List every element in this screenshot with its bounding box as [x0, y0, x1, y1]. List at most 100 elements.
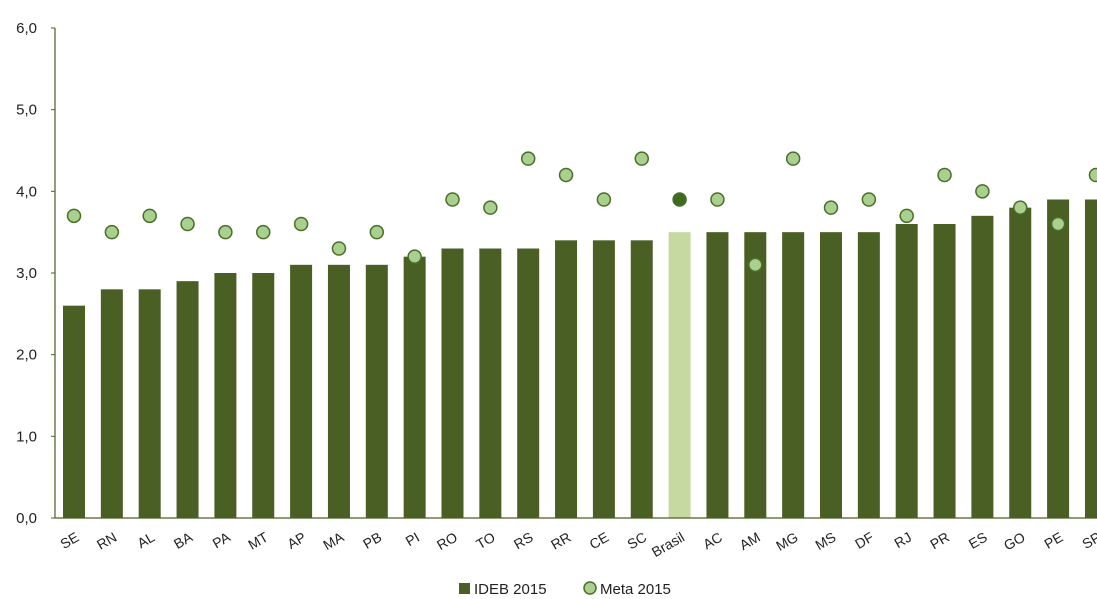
x-tick-label: AL — [134, 529, 157, 552]
bar-ro — [441, 248, 464, 518]
meta-point-pr — [937, 167, 952, 183]
x-tick-label: SP — [1079, 529, 1097, 552]
y-axis: 0,0 1,0 2,0 3,0 4,0 5,0 6,0 — [16, 20, 56, 527]
bar-ma — [327, 264, 350, 518]
meta-point-rs — [520, 151, 536, 166]
x-tick-label: SC — [624, 529, 649, 553]
bar-pa — [214, 273, 237, 518]
x-tick-label: PR — [927, 529, 952, 553]
meta-point-ro — [445, 192, 460, 207]
bar-pe — [1047, 199, 1070, 518]
x-tick-label: DF — [852, 529, 876, 552]
x-tick-label: PB — [360, 529, 384, 552]
x-tick-label: AP — [284, 529, 308, 552]
bar-pr — [933, 224, 956, 518]
bar-ms — [820, 232, 842, 518]
legend-label-meta: Meta 2015 — [600, 581, 671, 598]
bar-ce — [592, 240, 615, 519]
meta-point-pa — [218, 224, 233, 240]
meta-point-mg — [785, 151, 801, 166]
bar-rr — [555, 240, 578, 519]
bar-df — [857, 232, 880, 518]
meta-point-pi — [407, 249, 422, 264]
y-tick-label: 1,0 — [16, 428, 37, 445]
meta-point-mt — [256, 224, 271, 240]
x-tick-label: TO — [473, 529, 498, 553]
x-tick-label: AM — [737, 529, 763, 553]
x-axis: SE RN AL BA PA MT AP MA PB PI RO TO RS RR CE SC Brasil AC… — [55, 517, 1097, 560]
bar-es — [971, 215, 994, 519]
x-tick-label: SE — [57, 529, 81, 552]
x-tick-label: RS — [511, 529, 536, 553]
bar-se — [63, 305, 85, 518]
x-tick-label: RN — [94, 529, 120, 553]
bar-rn — [100, 289, 123, 518]
bar-ap — [290, 264, 313, 518]
bar-to — [479, 248, 502, 518]
legend-swatch-ideb — [459, 583, 470, 594]
x-tick-label: PI — [403, 529, 422, 549]
bar-ba — [176, 281, 199, 518]
meta-point-go — [1013, 200, 1028, 215]
y-tick-label: 6,0 — [16, 20, 37, 37]
bar-al — [138, 289, 161, 518]
meta-point-rj — [899, 208, 914, 224]
x-tick-label: RO — [434, 529, 460, 553]
y-tick-label: 5,0 — [16, 102, 37, 119]
x-tick-label: MS — [812, 529, 838, 553]
meta-point-am — [748, 257, 763, 273]
bar-pi — [403, 256, 426, 518]
y-tick-label: 3,0 — [16, 265, 37, 282]
meta-point-pb — [369, 224, 385, 240]
x-tick-label: RR — [548, 529, 574, 553]
meta-point-ma — [331, 241, 347, 256]
bar-am — [744, 232, 767, 518]
meta-point-df — [861, 192, 877, 207]
meta-point-ac — [710, 192, 725, 207]
meta-point-sc — [634, 151, 649, 166]
meta-markers — [66, 151, 1097, 273]
x-tick-label: RJ — [891, 529, 914, 551]
meta-point-ce — [596, 192, 612, 207]
bar-rj — [895, 224, 918, 518]
meta-point-al — [142, 208, 157, 224]
x-tick-label: PE — [1041, 529, 1065, 552]
meta-point-brasil — [672, 192, 687, 207]
x-tick-label: PA — [210, 528, 234, 551]
legend: IDEB 2015 Meta 2015 — [459, 581, 671, 598]
x-tick-label: CE — [587, 529, 612, 553]
bar-mg — [782, 232, 805, 518]
meta-point-sp — [1088, 167, 1097, 183]
x-tick-label: Brasil — [649, 529, 687, 560]
meta-point-ap — [293, 216, 309, 232]
bar-rs — [517, 248, 540, 518]
bar-mt — [252, 273, 275, 518]
bar-brasil — [668, 232, 691, 518]
x-tick-label: MG — [773, 529, 801, 554]
meta-point-rn — [104, 224, 120, 240]
y-tick-label: 2,0 — [16, 347, 37, 364]
meta-point-rr — [558, 167, 574, 183]
bar-go — [1009, 207, 1032, 518]
x-tick-label: AC — [700, 529, 725, 553]
x-tick-label: GO — [1001, 529, 1028, 554]
y-tick-label: 0,0 — [16, 510, 37, 527]
legend-label-ideb: IDEB 2015 — [474, 581, 547, 598]
bar-ac — [706, 232, 729, 518]
legend-marker-meta — [583, 581, 597, 595]
meta-point-es — [975, 184, 990, 199]
bar-pb — [365, 264, 388, 518]
x-tick-label: ES — [966, 529, 990, 552]
meta-point-pe — [1050, 216, 1066, 232]
meta-point-se — [66, 208, 82, 224]
meta-point-ms — [823, 200, 839, 215]
meta-point-ba — [180, 216, 195, 232]
y-tick-label: 4,0 — [16, 183, 37, 200]
x-tick-label: MT — [245, 529, 271, 553]
x-tick-label: MA — [320, 528, 347, 553]
bars — [63, 199, 1097, 519]
bar-sc — [630, 240, 653, 519]
meta-point-to — [483, 200, 498, 215]
x-tick-label: BA — [171, 528, 196, 552]
bar-sp — [1084, 199, 1097, 518]
